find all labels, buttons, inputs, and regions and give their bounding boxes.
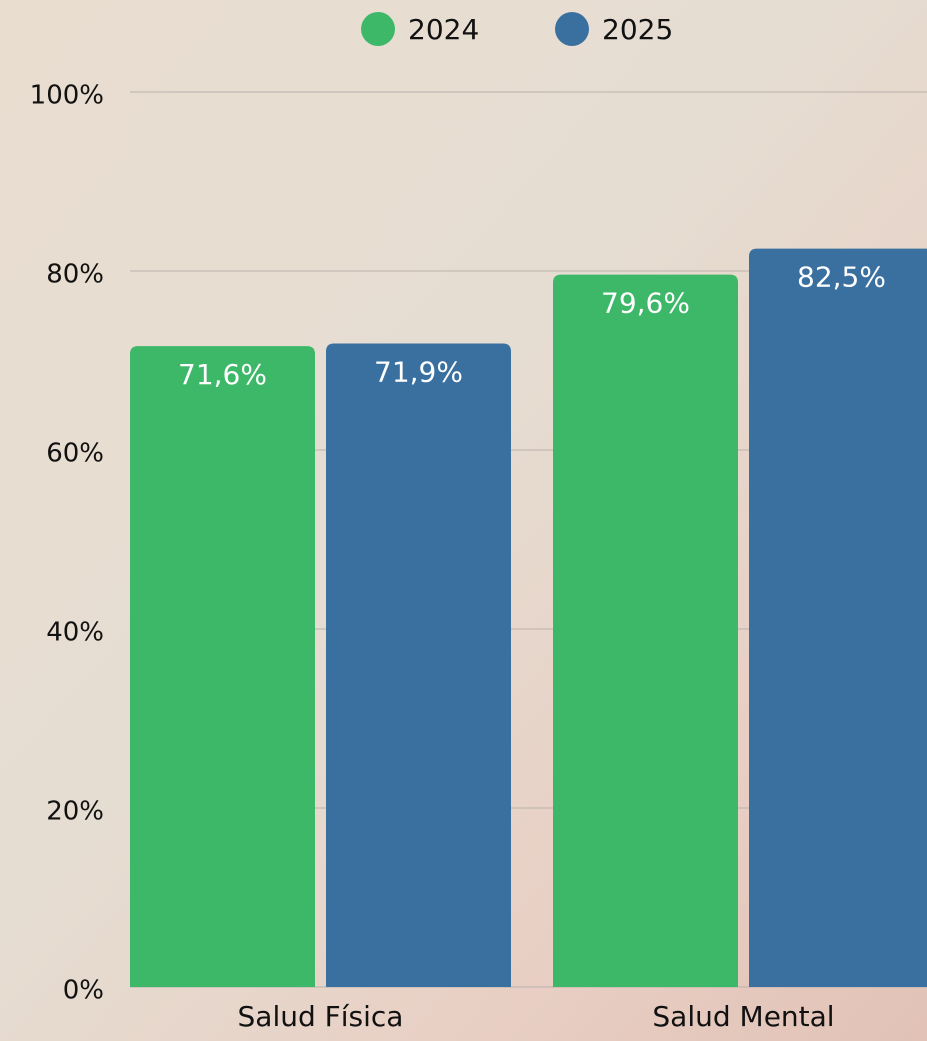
page: {"chart_data": { "type": "bar", "categor… xyxy=(0,0,927,1041)
bar xyxy=(749,249,927,987)
chart: 0% 20% 40% 60% 80% 100% 2024 2025 Salud Física 71… xyxy=(0,0,927,1041)
value-label: 79,6% xyxy=(601,287,690,320)
y-tick-label: 0% xyxy=(63,976,104,1006)
y-tick-label: 20% xyxy=(46,797,104,827)
legend-swatch xyxy=(361,12,395,46)
y-tick-label: 100% xyxy=(30,81,104,111)
value-label: 71,6% xyxy=(178,358,267,391)
value-label: 71,9% xyxy=(374,355,463,388)
legend-label: 2024 xyxy=(408,13,479,46)
bar xyxy=(326,343,511,987)
y-tick-label: 60% xyxy=(46,439,104,469)
bar xyxy=(553,275,738,987)
x-tick-label: Salud Mental xyxy=(652,1000,834,1033)
value-label: 82,5% xyxy=(797,261,886,294)
y-tick-label: 40% xyxy=(46,618,104,648)
x-tick-label: Salud Física xyxy=(238,1000,404,1033)
legend-swatch xyxy=(555,12,589,46)
y-tick-label: 80% xyxy=(46,260,104,290)
bar xyxy=(130,346,315,987)
legend-label: 2025 xyxy=(602,13,673,46)
